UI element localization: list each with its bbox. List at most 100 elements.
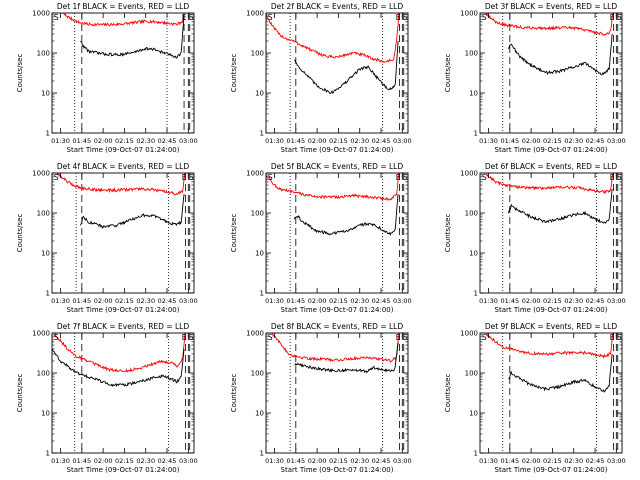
y-axis-label: Counts/sec (16, 374, 24, 413)
x-tick-label: 02:45 (158, 297, 177, 305)
x-tick-label: 01:45 (500, 457, 519, 465)
events-series-line (294, 341, 399, 374)
y-tick-label: 10 (255, 90, 264, 98)
y-tick-label: 100 (251, 370, 264, 378)
panel-5: Det 5f BLACK = Events, RED = LLD 1 10 100 10… (230, 162, 412, 314)
region-label: S (617, 173, 622, 182)
chart-title: Det 3f BLACK = Events, RED = LLD (485, 2, 618, 11)
x-tick-label: 02:30 (136, 137, 155, 145)
x-tick-label: 02:30 (564, 457, 583, 465)
x-tick-label: 02:45 (586, 457, 605, 465)
x-tick-label: 03:00 (607, 137, 626, 145)
panel-3: Det 3f BLACK = Events, RED = LLD 1 10 100 10… (444, 2, 626, 154)
x-tick-label: 03:00 (179, 457, 198, 465)
y-tick-label: 1 (474, 450, 478, 458)
axes-frame (479, 12, 623, 134)
region-label: E (396, 13, 401, 22)
x-tick-label: 02:15 (329, 137, 348, 145)
lld-series-line (56, 173, 186, 196)
y-tick-label: 10 (41, 410, 50, 418)
x-tick-label: 01:30 (51, 457, 70, 465)
x-tick-label: 03:00 (393, 137, 412, 145)
y-tick-label: 1000 (246, 10, 264, 18)
x-tick-label: 02:00 (94, 457, 113, 465)
y-tick-label: 1 (46, 450, 50, 458)
events-series-line (293, 193, 399, 236)
plot-area (485, 13, 619, 133)
axes-frame (265, 12, 409, 134)
x-tick-label: 01:30 (479, 457, 498, 465)
y-axis-label: Counts/sec (16, 214, 24, 253)
y-tick-label: 10 (41, 90, 50, 98)
y-tick-label: 100 (37, 370, 50, 378)
y-tick-label: 1 (260, 450, 264, 458)
x-tick-label: 02:15 (115, 457, 134, 465)
x-tick-label: 02:00 (308, 297, 327, 305)
events-series-line (508, 353, 613, 393)
y-tick-label: 1000 (246, 170, 264, 178)
chart-title: Det 9f BLACK = Events, RED = LLD (485, 322, 618, 331)
x-axis-label: Start Time (09-Oct-07 01:24:00) (67, 306, 180, 314)
y-tick-label: 1000 (460, 170, 478, 178)
x-tick-label: 02:00 (94, 137, 113, 145)
x-axis-label: Start Time (09-Oct-07 01:24:00) (495, 466, 608, 474)
region-label: S (268, 333, 273, 342)
y-tick-label: 100 (37, 50, 50, 58)
lld-series-line (484, 173, 614, 194)
y-tick-label: 1000 (32, 170, 50, 178)
panel-2: Det 2f BLACK = Events, RED = LLD 1 10 100 10… (230, 2, 412, 154)
plot-area (484, 173, 619, 293)
x-tick-label: 02:30 (136, 297, 155, 305)
events-series-line (52, 348, 185, 388)
y-tick-label: 10 (41, 250, 50, 258)
x-tick-label: 02:30 (564, 297, 583, 305)
y-tick-label: 1 (474, 130, 478, 138)
region-label: S (482, 333, 487, 342)
chart-title: Det 5f BLACK = Events, RED = LLD (271, 162, 404, 171)
x-tick-label: 01:45 (286, 297, 305, 305)
x-axis-label: Start Time (09-Oct-07 01:24:00) (281, 306, 394, 314)
plot-area (63, 13, 191, 133)
region-label: S (617, 333, 622, 342)
y-tick-label: 1000 (32, 330, 50, 338)
region-label: S (189, 13, 194, 22)
events-series-line (294, 40, 399, 95)
x-tick-label: 02:45 (586, 297, 605, 305)
y-tick-label: 1 (260, 130, 264, 138)
panel-8: Det 8f BLACK = Events, RED = LLD 1 10 100 10… (230, 322, 412, 474)
lld-series-line (270, 333, 400, 363)
chart-title: Det 4f BLACK = Events, RED = LLD (57, 162, 190, 171)
region-label: E (610, 333, 615, 342)
chart-title: Det 8f BLACK = Events, RED = LLD (271, 322, 404, 331)
x-tick-label: 03:00 (607, 297, 626, 305)
x-tick-label: 03:00 (179, 137, 198, 145)
region-label: S (189, 173, 194, 182)
axes-frame (51, 172, 195, 294)
region-label: S (268, 173, 273, 182)
region-label: S (268, 13, 273, 22)
plot-area (52, 333, 191, 453)
y-axis-label: Counts/sec (16, 54, 24, 93)
region-label: E (610, 13, 615, 22)
x-tick-label: 01:45 (72, 137, 91, 145)
y-tick-label: 100 (465, 210, 478, 218)
x-tick-label: 02:00 (308, 137, 327, 145)
events-series-line (507, 188, 613, 224)
y-axis-label: Counts/sec (230, 214, 238, 253)
x-tick-label: 02:00 (308, 457, 327, 465)
y-tick-label: 100 (251, 210, 264, 218)
region-label: E (182, 333, 187, 342)
axes-frame (51, 12, 195, 134)
chart-title: Det 7f BLACK = Events, RED = LLD (57, 322, 190, 331)
x-axis-label: Start Time (09-Oct-07 01:24:00) (281, 146, 394, 154)
y-tick-label: 1000 (32, 10, 50, 18)
events-series-line (80, 193, 185, 229)
x-tick-label: 02:15 (115, 137, 134, 145)
chart-title: Det 6f BLACK = Events, RED = LLD (485, 162, 618, 171)
panel-1: Det 1f BLACK = Events, RED = LLD 1 10 100 10… (16, 2, 198, 154)
x-tick-label: 01:30 (265, 297, 284, 305)
x-axis-label: Start Time (09-Oct-07 01:24:00) (67, 146, 180, 154)
panel-9: Det 9f BLACK = Events, RED = LLD 1 10 100 10… (444, 322, 626, 474)
y-axis-label: Counts/sec (444, 54, 452, 93)
axes-frame (479, 172, 623, 294)
